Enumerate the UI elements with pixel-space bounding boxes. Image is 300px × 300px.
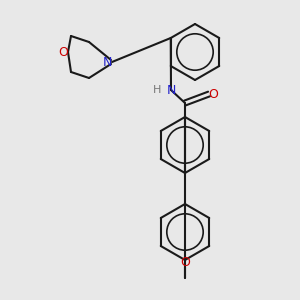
Text: H: H: [153, 85, 161, 95]
Text: O: O: [58, 46, 68, 59]
Text: N: N: [102, 56, 112, 68]
Text: O: O: [180, 256, 190, 268]
Text: O: O: [208, 88, 218, 100]
Text: N: N: [167, 83, 176, 97]
